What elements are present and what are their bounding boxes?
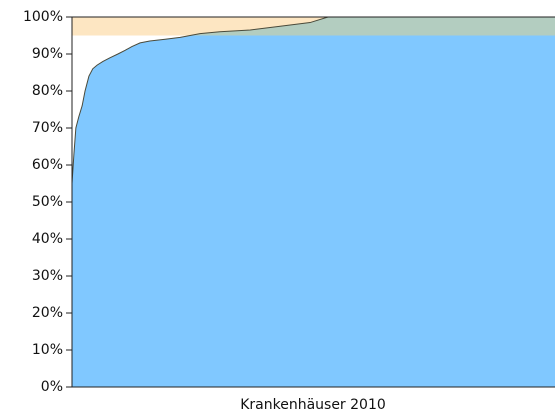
y-tick-label: 20% <box>32 305 63 321</box>
x-axis-label: Krankenhäuser 2010 <box>240 397 386 413</box>
line <box>71 16 555 184</box>
y-tick-label: 40% <box>32 231 63 247</box>
y-tick-label: 60% <box>32 157 63 173</box>
y-tick-label: 90% <box>32 46 63 62</box>
y-tick-label: 30% <box>32 268 63 284</box>
y-tick-label: 80% <box>32 83 63 99</box>
y-tick-label: 0% <box>41 379 63 395</box>
y-tick-label: 50% <box>32 194 63 210</box>
y-tick-label: 100% <box>23 9 63 25</box>
area-overlap <box>190 17 555 36</box>
y-tick-label: 70% <box>32 120 63 136</box>
area <box>72 35 555 387</box>
y-tick-label: 10% <box>32 342 63 358</box>
